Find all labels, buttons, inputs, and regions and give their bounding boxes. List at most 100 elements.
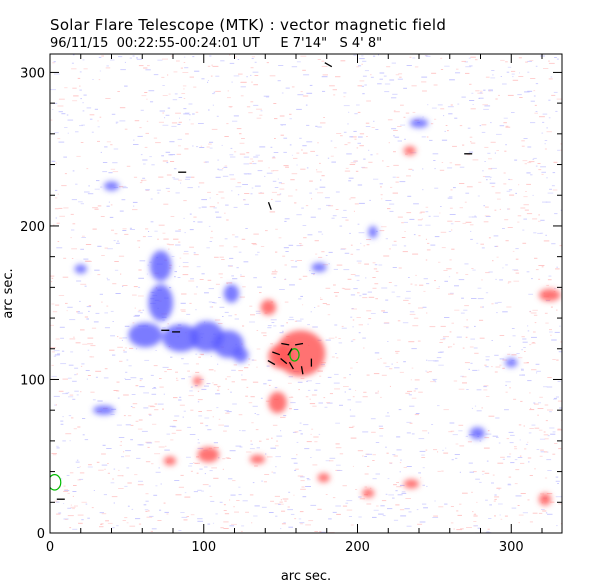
noise-speck: [260, 110, 263, 112]
noise-speck: [366, 136, 368, 137]
noise-speck: [81, 124, 85, 126]
noise-speck: [481, 407, 483, 409]
noise-speck: [149, 515, 154, 517]
noise-speck: [301, 486, 305, 488]
noise-speck: [131, 508, 134, 510]
noise-speck: [297, 381, 303, 383]
noise-speck: [143, 163, 146, 165]
noise-speck: [80, 365, 83, 367]
noise-speck: [385, 366, 390, 368]
noise-speck: [327, 376, 332, 378]
noise-speck: [193, 293, 197, 295]
noise-speck: [334, 324, 338, 326]
noise-speck: [448, 276, 451, 278]
noise-speck: [229, 174, 234, 176]
noise-speck: [480, 243, 484, 245]
noise-speck: [252, 163, 257, 165]
noise-speck: [209, 206, 215, 208]
noise-speck: [263, 383, 267, 385]
noise-speck: [372, 460, 375, 461]
noise-speck: [60, 478, 63, 480]
noise-speck: [505, 126, 511, 128]
noise-speck: [54, 132, 59, 134]
noise-speck: [155, 142, 161, 144]
noise-speck: [560, 209, 562, 211]
noise-speck: [115, 122, 118, 124]
noise-speck: [241, 525, 245, 527]
noise-speck: [127, 482, 132, 484]
noise-speck: [113, 502, 115, 504]
noise-speck: [550, 501, 555, 503]
noise-speck: [555, 480, 560, 482]
noise-speck: [540, 166, 546, 168]
noise-speck: [56, 445, 59, 447]
noise-speck: [378, 54, 379, 56]
noise-speck: [65, 392, 69, 394]
noise-speck: [444, 130, 446, 132]
noise-speck: [557, 429, 562, 431]
noise-speck: [72, 380, 77, 382]
noise-speck: [422, 484, 425, 486]
noise-speck: [266, 172, 273, 174]
noise-speck: [358, 232, 365, 234]
noise-speck: [451, 459, 454, 461]
noise-speck: [462, 376, 467, 378]
noise-speck: [431, 107, 437, 109]
noise-speck: [58, 98, 65, 100]
noise-speck: [243, 199, 246, 201]
noise-speck: [348, 516, 352, 517]
noise-speck: [387, 119, 393, 121]
noise-speck: [125, 424, 131, 426]
noise-speck: [528, 432, 532, 434]
noise-speck: [75, 131, 79, 133]
noise-speck: [227, 388, 230, 390]
noise-speck: [178, 265, 181, 267]
noise-speck: [207, 191, 211, 193]
noise-speck: [437, 405, 440, 407]
noise-speck: [381, 310, 385, 312]
noise-speck: [295, 468, 299, 470]
noise-speck: [507, 208, 511, 210]
noise-speck: [353, 130, 357, 132]
noise-speck: [412, 253, 419, 255]
noise-speck: [98, 79, 101, 81]
noise-speck: [497, 198, 501, 200]
noise-speck: [55, 217, 57, 219]
noise-speck: [555, 396, 559, 398]
noise-speck: [346, 509, 353, 511]
noise-speck: [239, 430, 241, 431]
noise-speck: [250, 193, 253, 195]
noise-speck: [270, 343, 273, 345]
noise-speck: [274, 118, 278, 120]
noise-speck: [419, 212, 422, 214]
noise-speck: [157, 238, 159, 240]
noise-speck: [368, 149, 370, 151]
noise-speck: [317, 59, 321, 60]
noise-speck: [558, 503, 562, 505]
noise-speck: [396, 449, 402, 451]
noise-speck: [251, 58, 254, 59]
noise-speck: [558, 351, 562, 353]
noise-speck: [459, 183, 465, 184]
noise-speck: [546, 459, 552, 461]
noise-speck: [495, 366, 501, 368]
noise-speck: [177, 123, 181, 125]
noise-speck: [234, 56, 238, 58]
noise-speck: [306, 381, 308, 382]
noise-speck: [345, 502, 349, 504]
noise-speck: [485, 272, 490, 274]
noise-speck: [428, 215, 431, 217]
noise-speck: [121, 199, 126, 201]
noise-speck: [136, 58, 143, 60]
noise-speck: [126, 359, 129, 361]
noise-speck: [524, 209, 529, 211]
noise-speck: [299, 137, 302, 139]
noise-speck: [155, 471, 161, 473]
noise-speck: [154, 441, 160, 443]
noise-speck: [195, 309, 197, 311]
noise-speck: [288, 396, 294, 398]
noise-speck: [305, 396, 309, 398]
noise-speck: [309, 192, 312, 194]
noise-speck: [294, 431, 299, 433]
noise-speck: [378, 425, 383, 427]
